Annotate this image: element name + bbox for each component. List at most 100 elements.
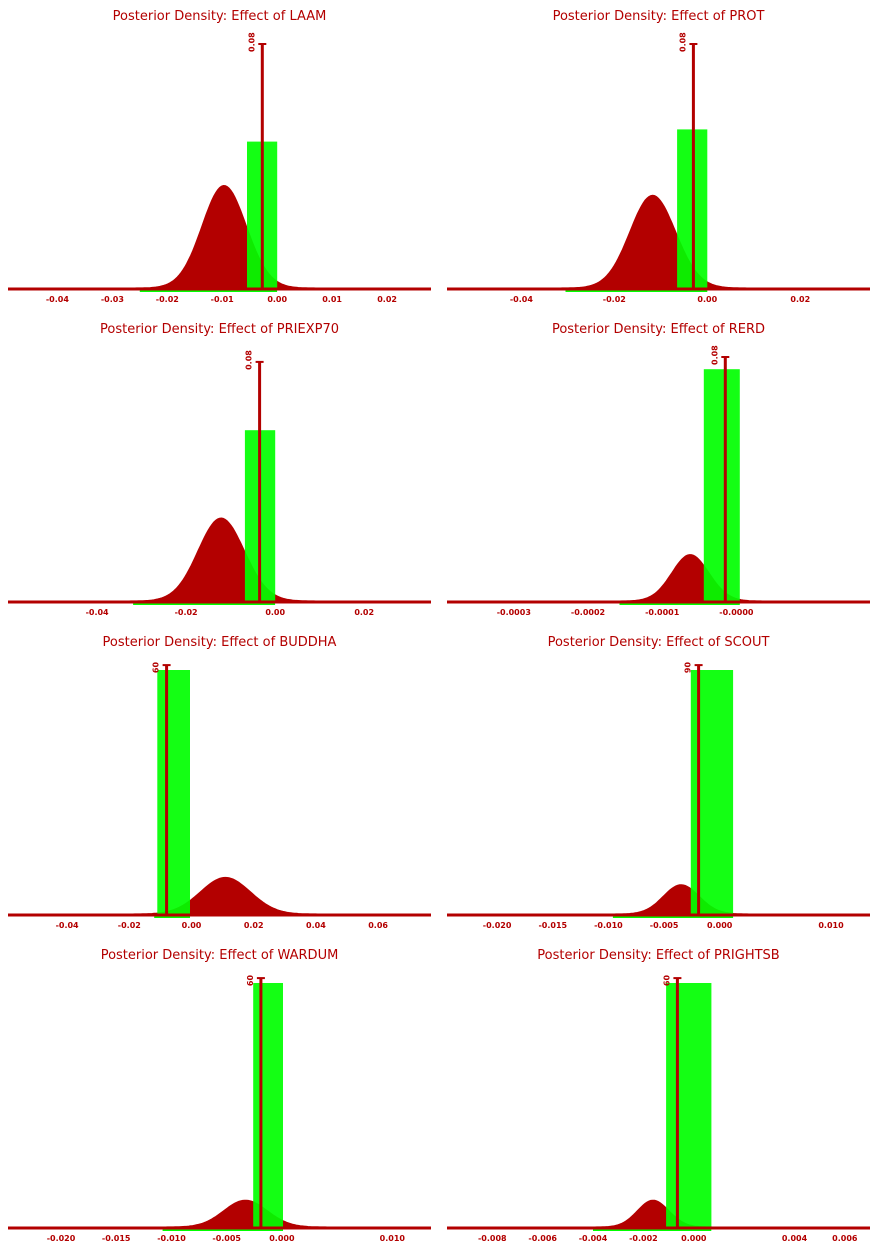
chart-panel: Posterior Density: Effect of WARDUM 60 -0.…	[0, 939, 439, 1252]
probability-bar	[703, 369, 740, 601]
x-tick-label: 0.06	[368, 921, 388, 930]
x-tick-label: 0.004	[782, 1234, 808, 1243]
marker-label: 0.08	[710, 345, 719, 365]
x-tick-label: -0.03	[101, 295, 124, 304]
x-tick-label: 0.010	[818, 921, 844, 930]
x-axis	[8, 913, 431, 917]
density-area	[447, 194, 870, 289]
x-tick-label: 0.02	[790, 295, 810, 304]
chart-svg: Posterior Density: Effect of WARDUM 60 -0.…	[8, 948, 431, 1243]
x-tick-label: -0.01	[211, 295, 234, 304]
marker-cap	[255, 360, 264, 363]
axis-highlight	[133, 603, 276, 605]
marker-label: 60	[152, 662, 161, 674]
x-tick-label: 0.00	[265, 608, 285, 617]
marker-line	[691, 44, 695, 288]
marker-cap	[256, 977, 265, 980]
marker-label: 90	[684, 662, 693, 674]
marker-cap	[162, 664, 171, 667]
x-axis	[447, 287, 870, 291]
chart-panel: Posterior Density: Effect of PRIGHTSB 60 -…	[439, 939, 878, 1252]
x-tick-label: -0.020	[47, 1234, 76, 1243]
marker-label: 60	[662, 975, 671, 987]
chart-panel: Posterior Density: Effect of BUDDHA 60 -0.…	[0, 626, 439, 939]
chart-panel: Posterior Density: Effect of LAAM 0.08 -0.…	[0, 0, 439, 313]
x-tick-label: 0.02	[354, 608, 374, 617]
chart-panel: Posterior Density: Effect of PRIEXP70 0.0…	[0, 313, 439, 626]
x-tick-label: -0.015	[538, 921, 567, 930]
x-tick-label: -0.02	[118, 921, 141, 930]
chart-title: Posterior Density: Effect of PRIEXP70	[100, 322, 339, 337]
x-axis	[8, 287, 431, 291]
marker-label: 0.08	[247, 32, 256, 52]
x-tick-label: 0.00	[697, 295, 717, 304]
marker-cap	[694, 664, 703, 667]
x-tick-label: -0.010	[594, 921, 623, 930]
marker-line	[723, 357, 727, 601]
chart-title: Posterior Density: Effect of WARDUM	[101, 948, 339, 963]
x-tick-label: -0.02	[156, 295, 179, 304]
chart-svg: Posterior Density: Effect of PRIGHTSB 60 -…	[447, 948, 870, 1243]
axis-highlight	[612, 916, 734, 918]
x-tick-label: -0.04	[56, 921, 79, 930]
x-tick-label: -0.04	[46, 295, 69, 304]
chart-panel: Posterior Density: Effect of RERD 0.08 -0.…	[439, 313, 878, 626]
x-tick-label: -0.02	[603, 295, 626, 304]
chart-title: Posterior Density: Effect of PRIGHTSB	[537, 948, 779, 963]
x-axis	[8, 600, 431, 604]
x-axis	[447, 600, 870, 604]
density-area	[447, 554, 870, 602]
chart-svg: Posterior Density: Effect of PRIEXP70 0.0…	[8, 322, 431, 617]
x-tick-label: -0.0002	[571, 608, 605, 617]
probability-bar	[157, 670, 190, 914]
x-tick-label: -0.002	[629, 1234, 658, 1243]
x-tick-label: -0.02	[175, 608, 198, 617]
density-area	[447, 884, 870, 915]
marker-label: 60	[246, 975, 255, 987]
axis-highlight	[565, 290, 708, 292]
density-area	[8, 1199, 431, 1228]
x-tick-label: -0.015	[102, 1234, 131, 1243]
chart-svg: Posterior Density: Effect of LAAM 0.08 -0.…	[8, 9, 431, 304]
x-tick-label: -0.005	[212, 1234, 241, 1243]
marker-label: 0.08	[245, 350, 254, 370]
x-tick-label: 0.02	[244, 921, 264, 930]
chart-title: Posterior Density: Effect of RERD	[552, 322, 765, 337]
density-area	[8, 876, 431, 915]
density-area	[8, 184, 431, 289]
x-axis	[8, 1226, 431, 1230]
chart-svg: Posterior Density: Effect of RERD 0.08 -0.…	[447, 322, 870, 617]
chart-svg: Posterior Density: Effect of SCOUT 90 -0.0…	[447, 635, 870, 930]
x-tick-label: -0.005	[650, 921, 679, 930]
axis-highlight	[139, 290, 278, 292]
x-tick-label: -0.0000	[719, 608, 754, 617]
marker-line	[697, 665, 701, 914]
axis-highlight	[593, 1229, 712, 1231]
chart-title: Posterior Density: Effect of SCOUT	[548, 635, 770, 650]
x-tick-label: 0.04	[306, 921, 326, 930]
chart-svg: Posterior Density: Effect of PROT 0.08 -0.…	[447, 9, 870, 304]
x-tick-label: 0.000	[707, 921, 733, 930]
probability-bar	[666, 983, 712, 1227]
axis-highlight	[154, 916, 190, 918]
x-tick-label: 0.01	[322, 295, 342, 304]
x-tick-label: -0.008	[478, 1234, 507, 1243]
marker-cap	[689, 43, 698, 45]
x-axis	[447, 1226, 870, 1230]
marker-line	[165, 665, 169, 914]
chart-panel: Posterior Density: Effect of SCOUT 90 -0.0…	[439, 626, 878, 939]
x-tick-label: 0.006	[832, 1234, 858, 1243]
marker-cap	[721, 356, 730, 358]
x-tick-label: -0.04	[86, 608, 109, 617]
x-tick-label: -0.004	[579, 1234, 608, 1243]
density-area	[8, 517, 431, 602]
chart-panel: Posterior Density: Effect of PROT 0.08 -0.…	[439, 0, 878, 313]
marker-line	[259, 978, 263, 1227]
chart-svg: Posterior Density: Effect of BUDDHA 60 -0.…	[8, 635, 431, 930]
x-tick-label: -0.0001	[645, 608, 680, 617]
chart-title: Posterior Density: Effect of PROT	[553, 9, 765, 24]
marker-cap	[673, 977, 682, 980]
marker-line	[260, 44, 264, 288]
chart-title: Posterior Density: Effect of LAAM	[113, 9, 327, 24]
